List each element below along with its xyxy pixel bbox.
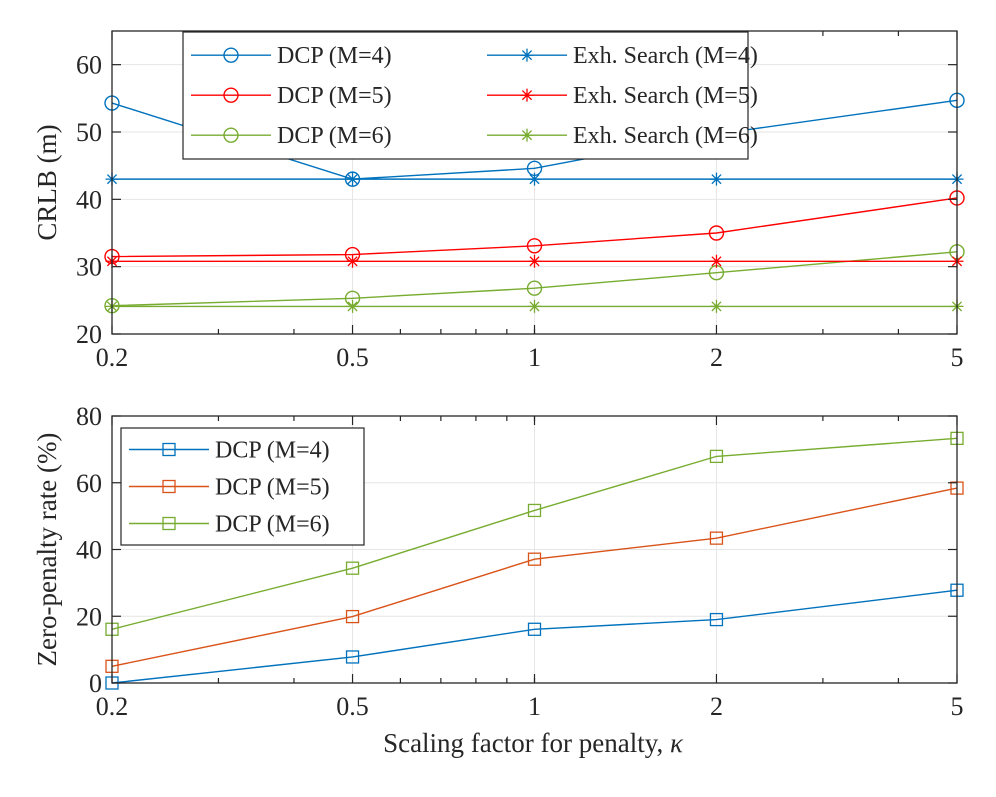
y-axis-label: Zero-penalty rate (%) xyxy=(32,433,62,667)
data-point-dcp-m-6 xyxy=(709,449,724,464)
zero-penalty-panel: 0.2 0.5 1 2 5 0 20 40 60 80 Zero-penalty rate (%) D… xyxy=(32,402,964,721)
y-tick-label: 20 xyxy=(76,602,102,631)
legend-marker xyxy=(520,128,534,142)
y-tick-label: 50 xyxy=(76,118,102,147)
data-point-exh-search-m-4 xyxy=(528,172,541,186)
x-axis-label: Scaling factor for penalty, κ xyxy=(383,728,684,758)
legend-entry-exh-search-m-6: Exh. Search (M=6) xyxy=(487,123,758,149)
legend-marker xyxy=(162,516,176,531)
legend-entry-dcp-m-4: DCP (M=4) xyxy=(191,43,392,69)
legend-marker xyxy=(223,87,239,103)
data-point-dcp-m-4 xyxy=(345,650,360,664)
legend-marker xyxy=(223,127,239,143)
data-point-dcp-m-5 xyxy=(708,225,725,241)
y-tick-label: 80 xyxy=(76,402,102,431)
legend: DCP (M=4) DCP (M=5) DCP (M=6) xyxy=(120,427,365,546)
legend: DCP (M=4) DCP (M=5) DCP (M=6) Exh. Search (… xyxy=(182,31,758,160)
legend-label: DCP (M=6) xyxy=(215,512,330,538)
legend-entry-dcp-m-6: DCP (M=6) xyxy=(129,512,330,538)
x-tick-label: 0.5 xyxy=(336,343,369,372)
data-point-dcp-m-5 xyxy=(526,238,543,254)
data-point-exh-search-m-6 xyxy=(709,299,723,313)
legend-entry-exh-search-m-4: Exh. Search (M=4) xyxy=(487,43,758,69)
y-tick-label: 40 xyxy=(76,185,102,214)
y-tick-label: 20 xyxy=(76,320,102,349)
legend-label: DCP (M=6) xyxy=(277,123,392,149)
x-tick-label: 2 xyxy=(710,343,723,372)
series-line-dcp-m-5 xyxy=(111,487,958,667)
data-point-exh-search-m-5 xyxy=(528,254,541,268)
data-point-dcp-m-5 xyxy=(345,609,360,624)
legend-label: Exh. Search (M=4) xyxy=(573,43,758,69)
legend-marker xyxy=(162,442,176,457)
data-point-dcp-m-6 xyxy=(345,561,360,575)
x-tick-label: 5 xyxy=(951,692,964,721)
legend-box xyxy=(182,31,749,160)
y-tick-label: 0 xyxy=(89,669,102,698)
data-point-dcp-m-4 xyxy=(709,612,724,627)
data-point-exh-search-m-5 xyxy=(709,254,723,268)
data-point-exh-search-m-6 xyxy=(528,299,541,313)
x-tick-label: 5 xyxy=(951,343,964,372)
series-line-dcp-m-5 xyxy=(111,197,958,258)
x-tick-label: 0.2 xyxy=(96,343,129,372)
x-tick-label: 0.2 xyxy=(96,692,129,721)
y-axis-label: CRLB (m) xyxy=(32,124,62,240)
legend-marker xyxy=(520,48,534,62)
data-point-exh-search-m-5 xyxy=(346,254,360,268)
data-point-dcp-m-5 xyxy=(709,531,724,545)
data-point-dcp-m-5 xyxy=(527,552,542,566)
legend-marker xyxy=(520,88,534,102)
legend-marker xyxy=(223,47,239,63)
y-tick-label: 40 xyxy=(76,536,102,565)
legend-marker xyxy=(162,479,176,494)
legend-label: DCP (M=4) xyxy=(277,43,392,69)
legend-label: DCP (M=4) xyxy=(215,438,330,464)
legend-entry-exh-search-m-5: Exh. Search (M=5) xyxy=(487,83,758,109)
legend-label: DCP (M=5) xyxy=(215,475,330,501)
x-tick-label: 2 xyxy=(710,692,723,721)
legend-label: Exh. Search (M=6) xyxy=(573,123,758,149)
data-point-dcp-m-6 xyxy=(527,503,542,518)
data-point-exh-search-m-4 xyxy=(346,172,360,186)
data-point-dcp-m-6 xyxy=(526,280,543,296)
x-tick-label: 1 xyxy=(528,343,541,372)
data-point-exh-search-m-4 xyxy=(709,172,723,186)
x-tick-label: 0.5 xyxy=(336,692,369,721)
y-tick-label: 60 xyxy=(76,51,102,80)
legend-label: DCP (M=5) xyxy=(277,83,392,109)
legend-label: Exh. Search (M=5) xyxy=(573,83,758,109)
y-tick-label: 60 xyxy=(76,469,102,498)
x-tick-label: 1 xyxy=(528,692,541,721)
data-point-exh-search-m-6 xyxy=(346,299,360,313)
legend-entry-dcp-m-5: DCP (M=5) xyxy=(191,83,392,109)
y-tick-label: 30 xyxy=(76,253,102,282)
legend-entry-dcp-m-4: DCP (M=4) xyxy=(129,438,330,464)
legend-entry-dcp-m-5: DCP (M=5) xyxy=(129,475,330,501)
series-line-dcp-m-6 xyxy=(111,251,958,307)
series-dcp-m-5 xyxy=(105,481,964,673)
data-point-dcp-m-4 xyxy=(527,622,542,636)
series-line-dcp-m-6 xyxy=(111,437,958,630)
legend-entry-dcp-m-6: DCP (M=6) xyxy=(191,123,392,149)
series-line-dcp-m-4 xyxy=(111,589,958,684)
